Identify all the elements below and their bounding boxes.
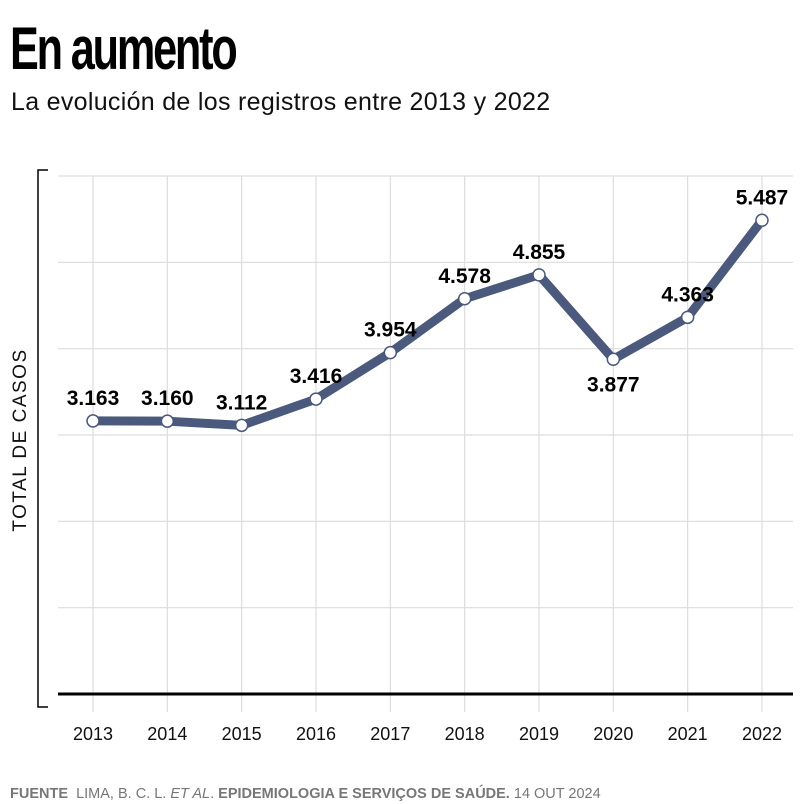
data-label: 4.578 [438, 265, 491, 288]
source-footer: FUENTE LIMA, B. C. L. ET AL. EPIDEMIOLOG… [10, 786, 601, 802]
source-etal: ET AL [170, 786, 211, 802]
x-tick-label: 2022 [742, 724, 782, 744]
data-label: 3.954 [364, 319, 417, 342]
x-tick-label: 2018 [445, 724, 485, 744]
data-label: 5.487 [736, 186, 789, 209]
source-date: 14 OUT 2024 [513, 786, 601, 802]
data-point [309, 392, 323, 406]
y-axis-bracket [37, 169, 48, 708]
chart-title: En aumento [10, 15, 238, 82]
data-point [457, 292, 472, 306]
data-label: 3.877 [587, 373, 640, 396]
data-point [680, 310, 695, 325]
x-tick-label: 2013 [73, 724, 113, 744]
data-label: 3.112 [216, 391, 267, 414]
x-tick-label: 2020 [593, 724, 633, 744]
data-point [755, 213, 769, 228]
source-publication: EPIDEMIOLOGIA E SERVIÇOS DE SAÚDE. [218, 786, 510, 802]
y-axis-label: TOTAL DE CASOS [10, 348, 31, 531]
x-tick-label: 2014 [147, 724, 187, 744]
chart-subtitle: La evolución de los registros entre 2013… [11, 88, 551, 116]
source-authors: LIMA, B. C. L. [76, 786, 167, 802]
data-point [532, 268, 546, 282]
source-label: FUENTE [10, 786, 68, 802]
data-label: 3.416 [290, 365, 343, 388]
data-label: 3.163 [67, 387, 120, 410]
x-tick-label: 2017 [370, 724, 410, 744]
data-point [86, 414, 100, 428]
data-label: 3.160 [141, 387, 194, 410]
data-point [160, 414, 175, 428]
x-tick-label: 2015 [222, 724, 262, 744]
data-point [234, 418, 249, 433]
data-label: 4.855 [513, 241, 566, 264]
x-tick-label: 2016 [296, 724, 336, 744]
data-point [383, 345, 398, 360]
data-point [606, 352, 621, 367]
x-tick-label: 2021 [668, 724, 708, 744]
data-label: 4.363 [661, 283, 714, 306]
x-tick-label: 2019 [519, 724, 559, 744]
series-line [92, 217, 766, 430]
line-chart: TOTAL DE CASOS 3.163 3.160 3.112 3.416 3.954… [10, 169, 793, 744]
